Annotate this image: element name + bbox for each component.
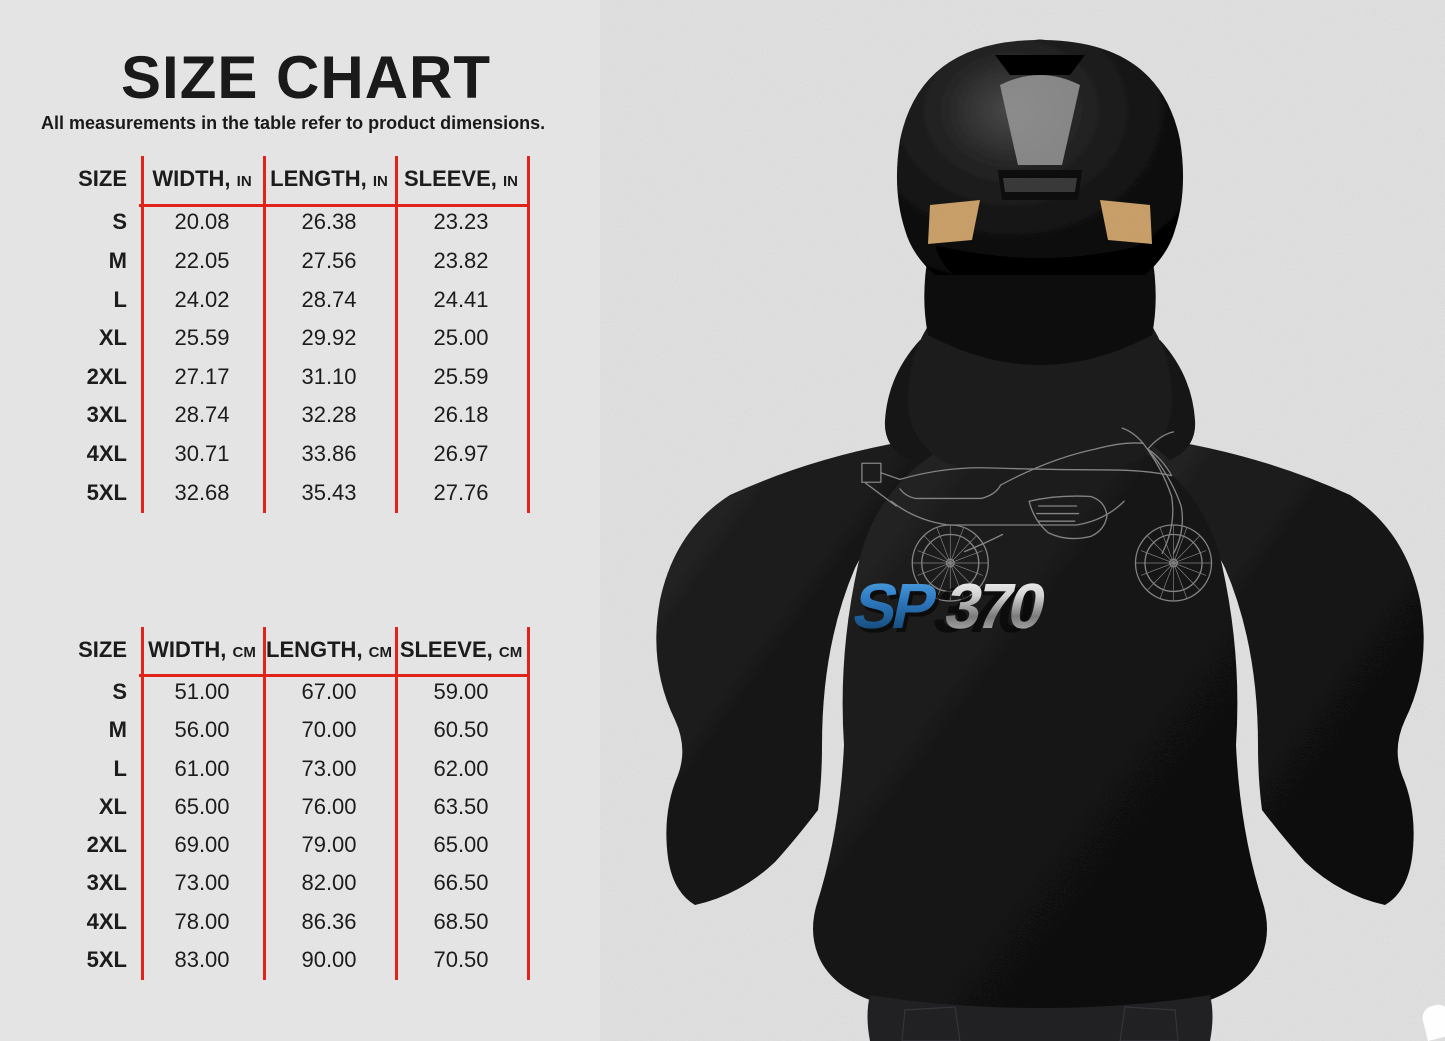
svg-text:370: 370 — [939, 570, 1051, 642]
